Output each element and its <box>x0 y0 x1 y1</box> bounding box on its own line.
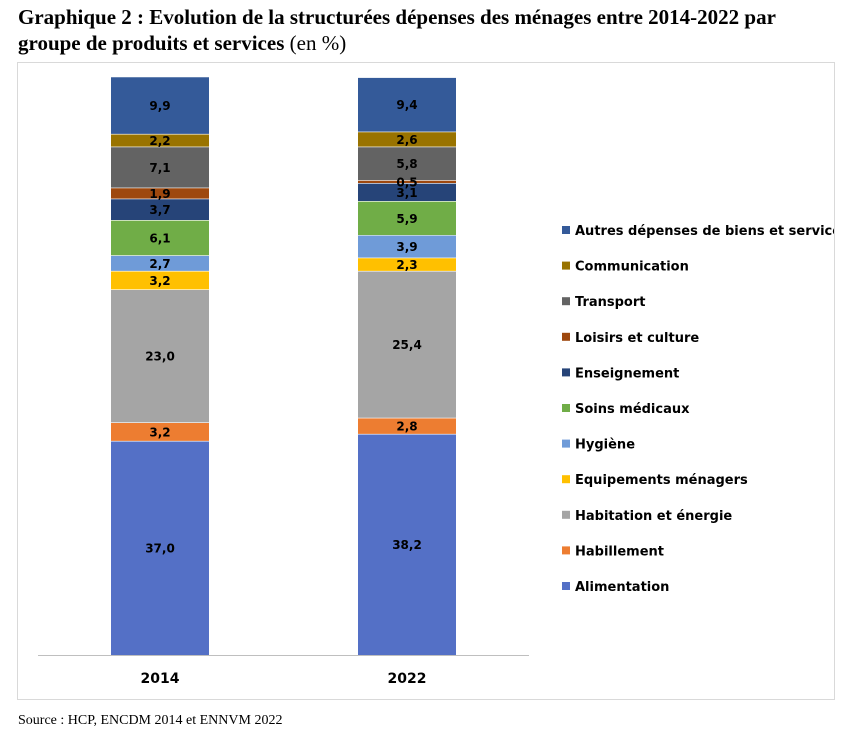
legend-swatch <box>562 332 570 341</box>
legend-label: Enseignement <box>575 366 679 381</box>
bar-segment <box>111 146 209 188</box>
bar-segment <box>358 183 456 202</box>
chart-title: Graphique 2 : Evolution de la structurée… <box>18 4 838 56</box>
data-label: 37,0 <box>145 542 175 556</box>
legend-swatch <box>562 404 570 412</box>
bar-segment <box>358 146 456 181</box>
bar-segment <box>111 198 209 221</box>
bar-segment <box>358 201 456 236</box>
data-label: 2,8 <box>396 420 417 434</box>
data-label: 2,7 <box>149 257 170 271</box>
legend-label: Hygiène <box>575 438 635 453</box>
data-label: 9,9 <box>149 99 170 113</box>
data-label: 5,8 <box>396 157 417 171</box>
legend-label: Habillement <box>575 544 664 559</box>
data-label: 0,5 <box>396 175 417 189</box>
data-label: 23,0 <box>145 350 175 364</box>
chart-title-unit: (en %) <box>284 31 347 55</box>
legend-label: Equipements ménagers <box>575 473 748 488</box>
data-label: 1,9 <box>149 187 170 201</box>
legend-swatch <box>562 582 570 590</box>
bar-segment <box>111 220 209 256</box>
data-label: 3,1 <box>396 186 417 200</box>
data-label: 6,1 <box>149 231 170 245</box>
x-tick-label: 2022 <box>388 671 427 687</box>
bar-segment <box>358 131 456 147</box>
legend-label: Soins médicaux <box>575 402 690 417</box>
bar-segment <box>358 257 456 272</box>
data-label: 2,3 <box>396 258 417 272</box>
data-label: 9,4 <box>396 98 417 112</box>
legend-swatch <box>562 226 570 234</box>
legend-label: Habitation et énergie <box>575 509 732 524</box>
legend-swatch <box>562 510 570 519</box>
stacked-bar-chart: 37,0 3,2 23,0 3,2 2,7 6,1 3,7 1,9 7,1 2,2 9,9 38,2 2… <box>38 76 834 687</box>
legend-swatch <box>562 261 570 270</box>
bar-segment <box>358 418 456 435</box>
bar-segment <box>111 187 209 199</box>
data-label: 3,7 <box>149 203 170 217</box>
legend-label: Alimentation <box>575 580 669 595</box>
bar-segment <box>358 271 456 419</box>
bar-segment <box>358 434 456 655</box>
data-label: 3,9 <box>396 240 417 254</box>
chart-frame: 37,0 3,2 23,0 3,2 2,7 6,1 3,7 1,9 7,1 2,2 9,9 38,2 2… <box>17 62 835 700</box>
bar-segment <box>111 77 209 135</box>
legend-label: Transport <box>575 295 645 310</box>
legend-label: Autres dépenses de biens et services <box>575 224 834 239</box>
data-label: 7,1 <box>149 161 170 175</box>
data-label: 25,4 <box>392 338 422 352</box>
x-tick-label: 2014 <box>141 671 180 687</box>
legend-swatch <box>562 546 570 555</box>
data-label: 38,2 <box>392 538 422 552</box>
legend-swatch <box>562 439 570 448</box>
bar-segment <box>111 289 209 423</box>
bar-segment <box>358 77 456 132</box>
source-note: Source : HCP, ENCDM 2014 et ENNVM 2022 <box>18 713 283 728</box>
bar-segment <box>111 134 209 147</box>
data-label: 2,2 <box>149 134 170 148</box>
data-label: 2,6 <box>396 133 417 147</box>
data-label: 3,2 <box>149 274 170 288</box>
legend-label: Loisirs et culture <box>575 331 699 346</box>
bar-segment <box>111 441 209 655</box>
chart-title-bold: Graphique 2 : Evolution de la structurée… <box>18 5 776 55</box>
legend-label: Communication <box>575 260 689 275</box>
bar-segment <box>111 422 209 442</box>
bar-segment <box>111 255 209 272</box>
legend-swatch <box>562 475 570 484</box>
bar-segment <box>358 235 456 258</box>
legend-swatch <box>562 368 570 377</box>
bar-segment <box>111 271 209 290</box>
data-label: 5,9 <box>396 212 417 226</box>
bar-segment <box>358 180 456 184</box>
data-label: 3,2 <box>149 425 170 439</box>
legend-swatch <box>562 297 570 306</box>
